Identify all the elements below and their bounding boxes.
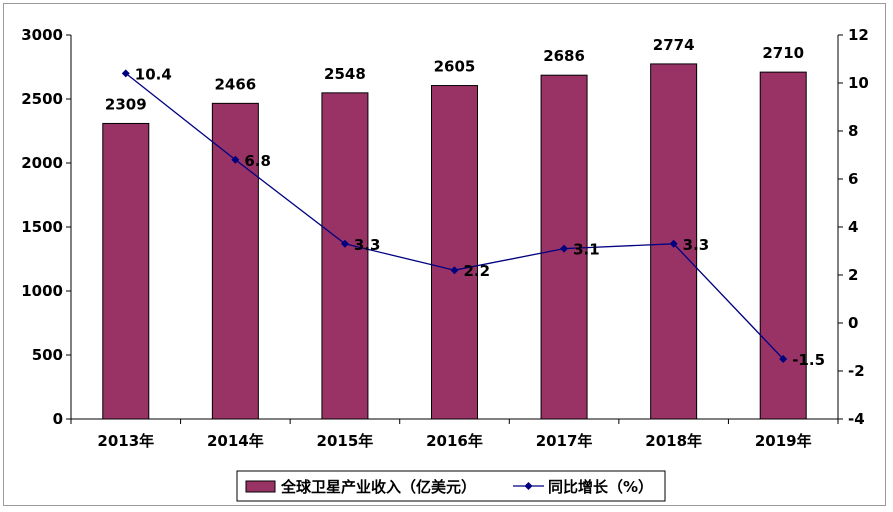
right-axis: -4 -2 0 2 4 6 8 10 12: [837, 26, 869, 428]
left-tick-label: 3000: [21, 26, 63, 44]
line-value-label: 10.4: [135, 65, 172, 83]
bar-value-label: 2548: [324, 65, 366, 83]
right-tick-label: 2: [848, 266, 858, 284]
left-tick-label: 2000: [21, 154, 63, 172]
x-axis: 2013年 2014年 2015年 2016年 2017年 2018年 2019年: [70, 418, 839, 450]
line-point: [560, 244, 569, 253]
line-value-label: 3.1: [573, 241, 600, 259]
bar-value-label: 2774: [653, 36, 695, 54]
data-labels: 2309 2466 2548 2605 2686 2774 2710 10.4 6.8 3.3 2.…: [105, 36, 825, 369]
x-tick-label: 2015年: [317, 432, 374, 450]
right-tick-label: 6: [848, 170, 858, 188]
right-tick-label: 4: [848, 218, 858, 236]
bar: [321, 92, 369, 420]
line-value-label: 2.2: [464, 262, 491, 280]
left-tick-label: 1000: [21, 282, 63, 300]
bar-series: [102, 63, 807, 420]
legend-label-line: 同比增长（%）: [548, 478, 653, 496]
line-point: [340, 239, 349, 248]
right-tick-label: -4: [848, 410, 865, 428]
line-value-label: 6.8: [244, 152, 271, 170]
bar-value-label: 2605: [434, 58, 476, 76]
x-tick-label: 2019年: [755, 432, 812, 450]
right-tick-label: 12: [848, 26, 869, 44]
bar-value-label: 2466: [214, 75, 256, 93]
bar-value-label: 2710: [762, 44, 804, 62]
line-point: [231, 155, 240, 164]
line-value-label: 3.3: [354, 236, 381, 254]
left-tick-label: 1500: [21, 218, 63, 236]
legend-box: [236, 470, 666, 502]
legend-marker-diamond-icon: [524, 482, 533, 490]
right-tick-label: 10: [848, 74, 869, 92]
line-series: [121, 69, 788, 363]
x-tick-label: 2013年: [97, 432, 154, 450]
bar: [431, 85, 478, 420]
right-tick-label: 0: [848, 314, 858, 332]
left-tick-label: 2500: [21, 90, 63, 108]
x-tick-label: 2016年: [426, 432, 483, 450]
legend-swatch-bar: [245, 480, 276, 493]
left-tick-label: 500: [32, 346, 63, 364]
bar: [211, 102, 259, 420]
x-tick-label: 2014年: [207, 432, 264, 450]
x-tick-label: 2017年: [536, 432, 593, 450]
right-tick-label: -2: [848, 362, 865, 380]
line-value-label: 3.3: [683, 236, 710, 254]
legend: 全球卫星产业收入（亿美元） 同比增长（%）: [236, 470, 666, 502]
left-tick-label: 0: [53, 410, 63, 428]
line-point: [450, 266, 459, 275]
legend-label-bar: 全球卫星产业收入（亿美元）: [280, 478, 476, 496]
left-axis: 0 500 1000 1500 2000 2500 3000: [21, 26, 72, 428]
line-point: [121, 69, 130, 78]
line-point: [779, 355, 788, 363]
x-tick-label: 2018年: [645, 432, 702, 450]
bar-value-label: 2686: [543, 47, 585, 65]
bar-value-label: 2309: [105, 95, 147, 113]
right-tick-label: 8: [848, 122, 858, 140]
line-point: [669, 239, 678, 248]
line-value-label: -1.5: [792, 351, 825, 369]
bar: [102, 122, 150, 420]
